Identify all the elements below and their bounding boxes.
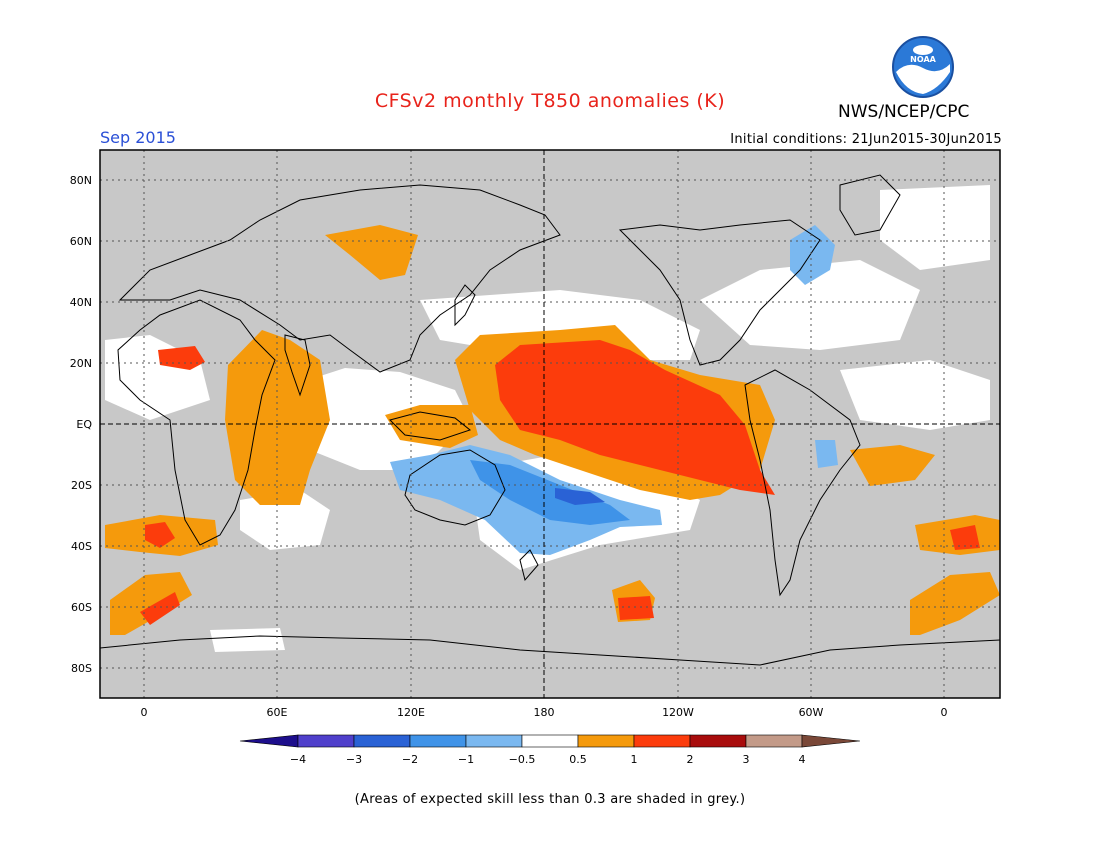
dark-blue-region-south-pacific <box>555 488 605 505</box>
colorbar-label: −2 <box>402 753 418 766</box>
colorbar-segment-3-4 <box>745 734 803 748</box>
orange-region-north-pacific-west <box>325 225 418 280</box>
orange-region-south-atlantic <box>850 445 935 486</box>
noaa-logo-text: NOAA <box>910 55 936 64</box>
coastline-greenland <box>839 174 901 236</box>
lat-label: 80N <box>70 174 92 187</box>
lon-label: 180 <box>534 706 555 719</box>
white-region-north-america <box>700 260 920 350</box>
red-region-arabian <box>158 346 205 370</box>
colorbar-label: −0.5 <box>509 753 536 766</box>
coastline-south-america <box>744 369 861 597</box>
lon-label: 60W <box>799 706 824 719</box>
red-region-south-africa <box>145 522 175 548</box>
coastline-new-zealand <box>519 549 539 582</box>
equator-dateline-lines <box>100 150 1000 698</box>
orange-region-maritime <box>385 405 478 448</box>
coastline-australia <box>404 449 506 526</box>
lat-label: 40N <box>70 296 92 309</box>
map-frame <box>99 149 1001 699</box>
lon-label: 120W <box>662 706 694 719</box>
colorbar-label: 1 <box>631 753 638 766</box>
white-region-arctic <box>880 185 990 270</box>
colorbar-label: 4 <box>799 753 806 766</box>
colorbar-segment--2--1 <box>409 734 467 748</box>
colorbar-label: 3 <box>743 753 750 766</box>
lat-label: 60S <box>71 601 92 614</box>
white-region-tropical-atlantic <box>840 360 990 430</box>
colorbar-segment--1--0.5 <box>465 734 523 748</box>
colorbar-segment--0.5-0.5 <box>521 734 579 748</box>
coastline-maritime <box>389 411 472 441</box>
red-region-southern-ocean <box>618 596 654 620</box>
lat-label: 20N <box>70 357 92 370</box>
anomaly-map: 80N 60N 40N 20N EQ 20S 40S 60S 80S 0 60E… <box>70 149 1001 719</box>
colorbar-label: −4 <box>290 753 306 766</box>
white-region-antarctic-coast <box>210 628 285 652</box>
coastline-europe-asia <box>118 184 561 373</box>
lon-label: 0 <box>141 706 148 719</box>
coastlines <box>100 174 1000 666</box>
coastline-north-america <box>618 219 821 366</box>
orange-region-southwest-indian <box>110 572 192 635</box>
noaa-logo: NOAA <box>892 36 954 98</box>
longitude-labels: 0 60E 120E 180 120W 60W 0 <box>141 706 948 719</box>
orange-region-africa-indian <box>225 330 330 505</box>
orange-region-southeast-atlantic <box>910 572 1000 635</box>
lat-label: 60N <box>70 235 92 248</box>
coastline-africa <box>117 299 276 546</box>
lat-label: EQ <box>76 418 92 431</box>
blue-region-south-america <box>815 440 838 468</box>
colorbar-segment-0.5-1 <box>577 734 635 748</box>
gridlines <box>100 150 1000 698</box>
lon-label: 0 <box>941 706 948 719</box>
valid-month-label: Sep 2015 <box>100 128 176 147</box>
lon-label: 120E <box>397 706 425 719</box>
lat-label: 20S <box>71 479 92 492</box>
coastline-antarctica <box>100 635 1000 666</box>
colorbar-segment-lt--4 <box>239 734 299 748</box>
colorbar-segment--4--3 <box>297 734 355 748</box>
latitude-labels: 80N 60N 40N 20N EQ 20S 40S 60S 80S <box>70 174 93 675</box>
colorbar-labels: −4 −3 −2 −1 −0.5 0.5 1 2 3 4 <box>290 753 806 766</box>
red-region-south-indian <box>950 525 980 550</box>
colorbar-segment-gt-4 <box>801 734 861 748</box>
lat-label: 40S <box>71 540 92 553</box>
lat-label: 80S <box>71 662 92 675</box>
coastline-india <box>284 334 311 397</box>
red-region-nino-core <box>495 340 775 495</box>
colorbar: −4 −3 −2 −1 −0.5 0.5 1 2 3 4 <box>239 734 861 766</box>
colorbar-label: −3 <box>346 753 362 766</box>
colorbar-segment--3--2 <box>353 734 411 748</box>
colorbar-segment-1-2 <box>633 734 691 748</box>
organization-label: NWS/NCEP/CPC <box>838 102 970 122</box>
colorbar-label: 2 <box>687 753 694 766</box>
lon-label: 60E <box>267 706 288 719</box>
colorbar-label: 0.5 <box>569 753 587 766</box>
colorbar-segment-2-3 <box>689 734 747 748</box>
map-title: CFSv2 monthly T850 anomalies (K) <box>374 90 726 112</box>
initial-conditions-label: Initial conditions: 21Jun2015-30Jun2015 <box>730 132 1002 147</box>
coastline-japan <box>454 284 476 327</box>
red-region-southwest-indian <box>140 592 180 625</box>
blue-region-labrador <box>790 225 835 285</box>
blue-region-south-pacific-core <box>470 460 630 525</box>
skill-footnote: (Areas of expected skill less than 0.3 a… <box>354 792 746 807</box>
colorbar-label: −1 <box>458 753 474 766</box>
